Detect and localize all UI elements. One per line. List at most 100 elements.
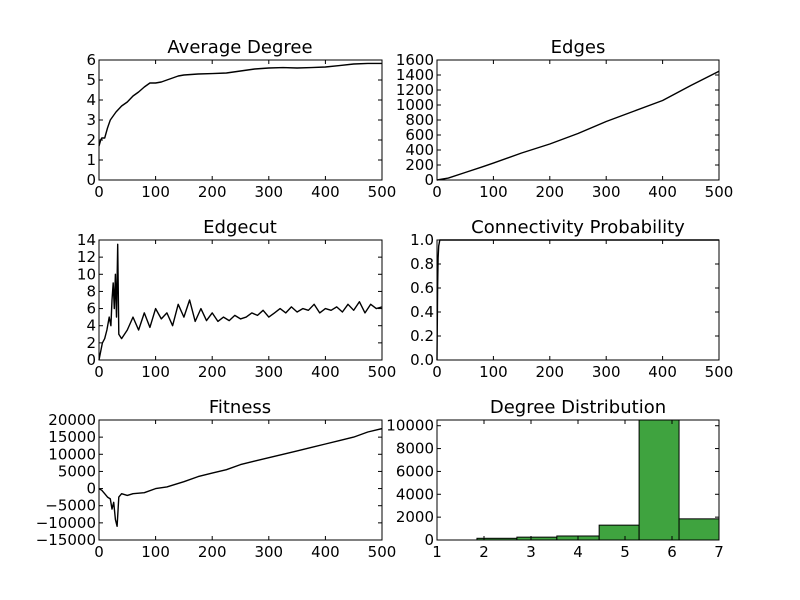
y-tick-label: 4 [86,317,96,335]
y-tick-label: 2 [86,131,96,149]
y-tick-label: −15000 [36,531,96,549]
x-tick-label: 0 [94,363,104,381]
histogram-bar [598,524,640,541]
x-tick-label: 300 [592,363,621,381]
y-tick-label: 1600 [396,51,434,69]
y-tick-label: 6 [86,300,96,318]
y-tick-label: 0.8 [410,255,434,273]
x-tick-label: 200 [535,183,564,201]
chart-title: Average Degree [167,37,312,58]
x-tick-label: 200 [198,363,227,381]
x-tick-label: 300 [254,183,283,201]
histogram-bar [638,419,680,541]
x-tick-label: 500 [368,363,397,381]
y-tick-label: −5000 [45,497,96,515]
y-tick-label: 0.4 [410,303,434,321]
chart-fitness: Fitness 0 100 200 300 400 500 −15000−10000−500… [36,397,397,561]
axes-frame [98,239,383,361]
y-tick-label: 3 [86,111,96,129]
y-tick-label: 0.2 [410,327,434,345]
x-tick-label: 200 [198,543,227,561]
x-tick-label: 100 [141,543,170,561]
chart-title: Degree Distribution [490,397,666,418]
y-tick-label: 600 [405,126,434,144]
x-tick-label: 400 [648,183,677,201]
y-tick-label: 10000 [386,417,434,435]
chart-connectivity-probability: Connectivity Probability 0 100 200 300 400 50… [410,217,733,381]
y-tick-label: 0 [86,351,96,369]
x-tick-label: 100 [141,183,170,201]
histogram-bar [678,518,720,541]
x-tick-label: 5 [620,543,630,561]
series-line [98,243,383,361]
x-tick-label: 1 [432,543,442,561]
x-tick-label: 6 [667,543,677,561]
y-tick-label: 4000 [396,485,434,503]
y-tick-label: 5 [86,71,96,89]
x-tick-label: 100 [141,363,170,381]
x-tick-label: 0 [432,183,442,201]
series-line [98,427,383,527]
x-tick-label: 500 [368,183,397,201]
y-tick-label: 400 [405,141,434,159]
y-tick-label: 1.0 [410,231,434,249]
y-tick-label: 8000 [396,440,434,458]
chart-title: Edgecut [203,217,277,238]
x-tick-label: 200 [535,363,564,381]
y-tick-label: 1000 [396,96,434,114]
y-tick-label: 12 [77,248,96,266]
y-tick-label: 15000 [48,428,96,446]
y-tick-label: 8 [86,282,96,300]
y-tick-label: 6 [86,51,96,69]
chart-title: Connectivity Probability [471,217,685,238]
y-tick-label: 20000 [48,411,96,429]
chart-title: Fitness [209,397,271,418]
x-tick-label: 300 [592,183,621,201]
x-tick-label: 0 [432,363,442,381]
axes-frame [98,419,383,541]
y-tick-label: 0 [424,171,434,189]
y-tick-label: 14 [77,231,96,249]
y-tick-label: 0.6 [410,279,434,297]
y-tick-label: 200 [405,156,434,174]
y-tick-label: 2 [86,334,96,352]
y-tick-label: 0.0 [410,351,434,369]
y-tick-label: 0 [424,531,434,549]
y-tick-label: 6000 [396,462,434,480]
x-tick-label: 7 [714,543,724,561]
y-tick-label: 1 [86,151,96,169]
series-line [436,70,720,181]
x-tick-label: 400 [311,543,340,561]
x-tick-label: 200 [198,183,227,201]
x-tick-label: 500 [705,363,734,381]
x-tick-label: 0 [94,183,104,201]
x-tick-label: 2 [479,543,489,561]
y-tick-label: 10000 [48,445,96,463]
x-tick-label: 400 [311,183,340,201]
y-tick-label: 4 [86,91,96,109]
x-tick-label: 300 [254,363,283,381]
x-tick-label: 500 [368,543,397,561]
y-tick-label: 5000 [58,462,96,480]
chart-title: Edges [551,37,606,58]
chart-degree-distribution: Degree Distribution 1 2 3 4 5 6 7 0 2000 4000 6000… [386,397,723,561]
chart-edges: Edges 0 100 200 300 400 500020040060080010001… [396,37,734,201]
series-line [98,62,382,147]
y-tick-label: 2000 [396,508,434,526]
x-tick-label: 300 [254,543,283,561]
y-tick-label: 10 [77,265,96,283]
y-tick-label: 1400 [396,66,434,84]
x-tick-label: 500 [705,183,734,201]
y-tick-label: 1200 [396,81,434,99]
y-tick-label: −10000 [36,514,96,532]
x-tick-label: 4 [573,543,583,561]
y-tick-label: 0 [86,171,96,189]
y-tick-label: 0 [86,480,96,498]
x-tick-label: 0 [94,543,104,561]
x-tick-label: 400 [311,363,340,381]
x-tick-label: 100 [479,183,508,201]
axes-frame [436,239,720,361]
x-tick-label: 400 [648,363,677,381]
